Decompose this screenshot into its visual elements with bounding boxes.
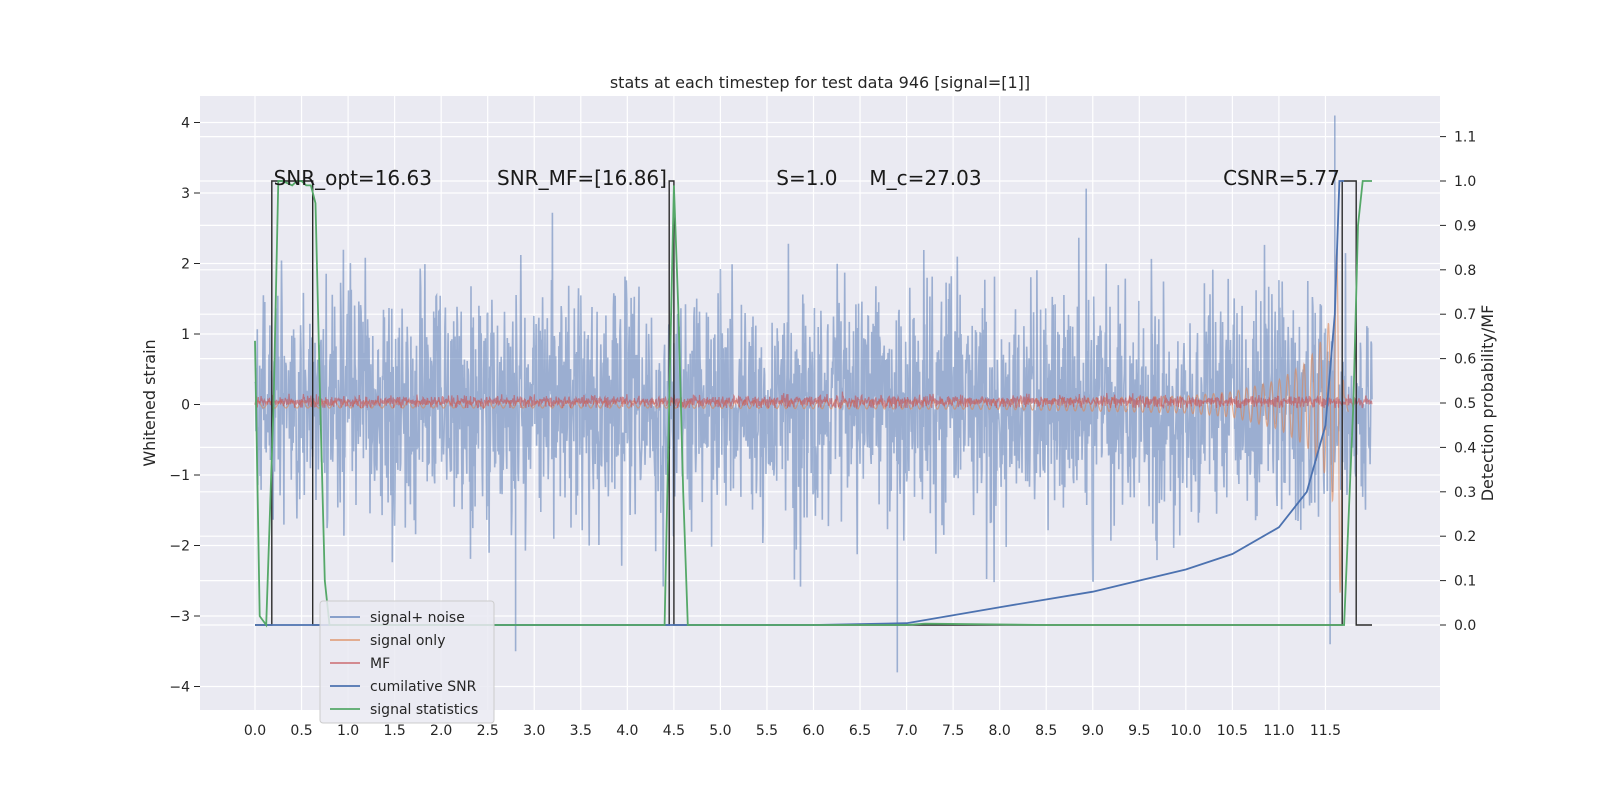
x-tick-label: 8.5 [1035,723,1057,739]
y-left-tick-label: −3 [169,609,190,625]
y-axis-right-label: Detection probability/MF [1478,305,1497,502]
y-right-tick-label: 0.5 [1454,396,1476,412]
annotation-text: S=1.0 [776,166,837,190]
x-tick-label: 10.5 [1217,723,1248,739]
x-tick-label: 3.5 [570,723,592,739]
y-left-tick-label: −4 [169,680,190,696]
y-right-tick-label: 0.9 [1454,218,1476,234]
x-tick-label: 6.5 [849,723,871,739]
x-tick-label: 9.0 [1082,723,1104,739]
y-right-tick-label: 1.0 [1454,174,1476,190]
annotation-text: SNR_MF=[16.86] [497,166,667,190]
legend: signal+ noise signal only MF cumilative SNR… [319,600,495,724]
legend-label: signal statistics [370,702,478,718]
y-left-tick-label: −1 [169,468,190,484]
x-tick-label: 2.0 [430,723,452,739]
ticks-layer: 0.0 0.5 1.0 1.5 2.0 2.5 3.0 3.5 4.0 4.5 5.0 5.5 6.0 6… [169,116,1476,740]
x-tick-label: 0.0 [244,723,266,739]
series-signal-noise [254,115,1373,673]
legend-label: MF [370,656,390,672]
legend-label: signal+ noise [370,610,465,626]
x-tick-label: 7.5 [942,723,964,739]
legend-label: signal only [370,633,445,649]
x-tick-label: 8.0 [989,723,1011,739]
y-left-tick-label: 4 [181,116,190,132]
annotation-text: SNR_opt=16.63 [274,166,432,190]
x-tick-label: 11.0 [1263,723,1294,739]
x-tick-label: 4.0 [616,723,638,739]
y-right-tick-label: 0.1 [1454,574,1476,590]
y-right-tick-label: 0.8 [1454,263,1476,279]
annotation-layer: SNR_opt=16.63 SNR_MF=[16.86] S=1.0 M_c=27.0… [274,166,1340,190]
y-right-tick-label: 0.7 [1454,307,1476,323]
y-left-tick-label: −2 [169,539,190,555]
y-left-tick-label: 2 [181,257,190,273]
x-tick-label: 11.5 [1310,723,1341,739]
x-tick-label: 1.5 [383,723,405,739]
annotation-text: CSNR=5.77 [1223,166,1340,190]
x-tick-label: 7.0 [895,723,917,739]
x-tick-label: 1.0 [337,723,359,739]
x-tick-label: 9.5 [1128,723,1150,739]
y-left-tick-label: 3 [181,186,190,202]
legend-items: signal+ noise signal only MF cumilative SNR… [330,610,478,718]
x-tick-label: 3.0 [523,723,545,739]
y-axis-left-label: Whitened strain [140,339,159,466]
series-mf [254,391,1373,410]
x-tick-label: 0.5 [290,723,312,739]
series-cumilative-snr [255,180,1345,626]
x-tick-label: 6.0 [802,723,824,739]
legend-box [319,600,495,724]
y-right-tick-label: 0.3 [1454,485,1476,501]
y-right-tick-label: 1.1 [1454,130,1476,146]
chart-title: stats at each timestep for test data 946… [610,73,1030,92]
x-tick-label: 5.5 [756,723,778,739]
x-tick-label: 10.0 [1170,723,1201,739]
y-right-tick-label: 0.6 [1454,352,1476,368]
y-right-tick-label: 0.0 [1454,618,1476,634]
y-left-tick-label: 0 [181,398,190,414]
x-tick-label: 2.5 [477,723,499,739]
annotation-text: M_c=27.03 [869,166,981,190]
y-right-tick-label: 0.2 [1454,529,1476,545]
legend-label: cumilative SNR [370,679,477,695]
y-right-tick-label: 0.4 [1454,440,1476,456]
x-tick-label: 5.0 [709,723,731,739]
y-left-tick-label: 1 [181,327,190,343]
x-tick-label: 4.5 [663,723,685,739]
